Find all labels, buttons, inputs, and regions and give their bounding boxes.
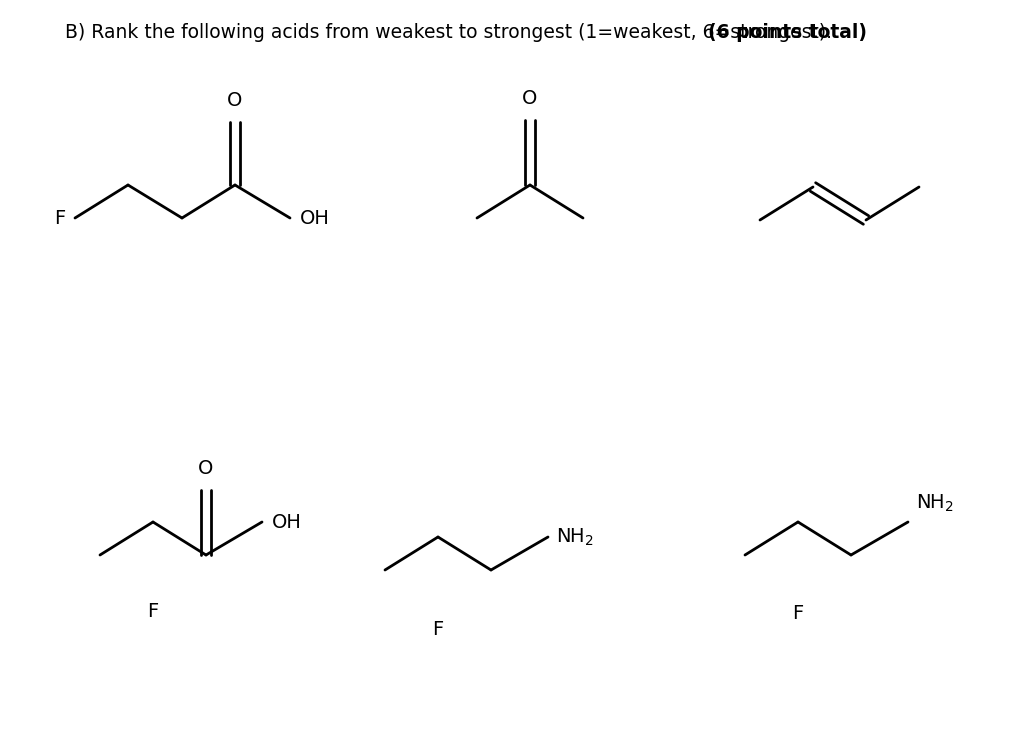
- Text: F: F: [147, 602, 159, 621]
- Text: OH: OH: [272, 512, 302, 531]
- Text: B) Rank the following acids from weakest to strongest (1=weakest, 6=strongest).: B) Rank the following acids from weakest…: [65, 23, 838, 42]
- Text: NH$_2$: NH$_2$: [916, 493, 954, 514]
- Text: (6 points total): (6 points total): [708, 23, 866, 42]
- Text: O: O: [227, 91, 243, 110]
- Text: F: F: [793, 604, 804, 623]
- Text: F: F: [53, 208, 65, 227]
- Text: NH$_2$: NH$_2$: [556, 526, 594, 548]
- Text: OH: OH: [300, 208, 330, 227]
- Text: F: F: [432, 620, 443, 639]
- Text: O: O: [199, 459, 214, 478]
- Text: O: O: [522, 89, 538, 108]
